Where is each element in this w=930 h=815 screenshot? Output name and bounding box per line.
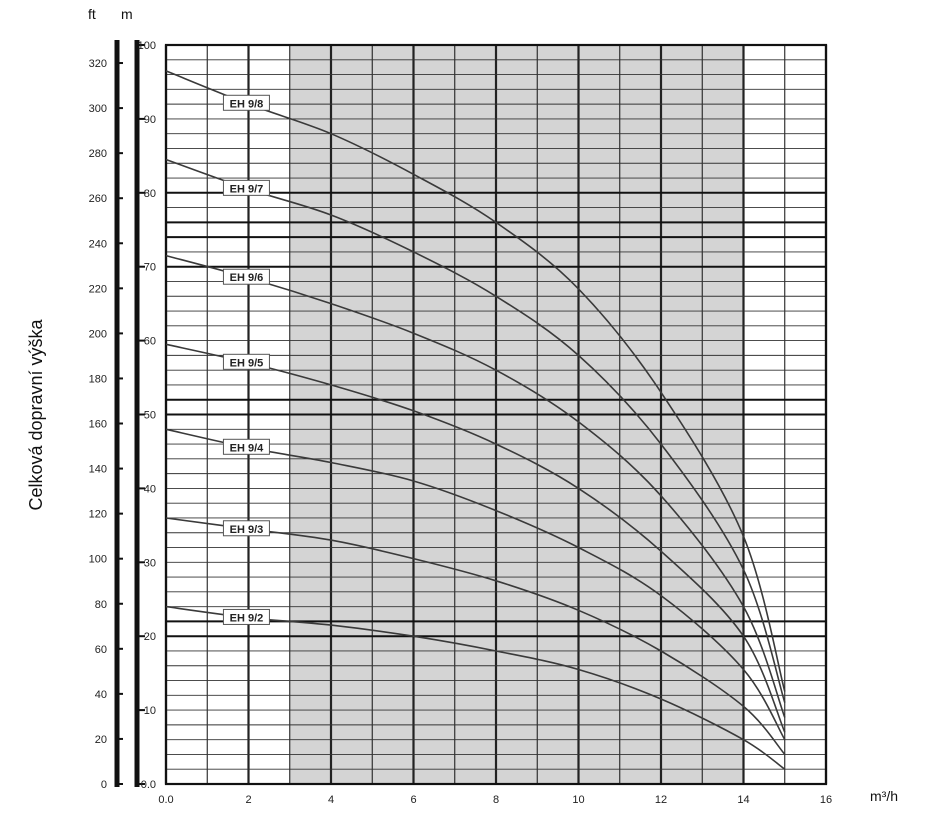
series-line-4 [165, 428, 786, 741]
curve-label-group-6: EH 9/2 [222, 608, 270, 625]
y-axis-title: Celková dopravní výška [26, 318, 46, 510]
ft-tick-label: 320 [89, 58, 107, 70]
ft-tick-label: 200 [89, 328, 107, 340]
m-tick-label: 100 [138, 40, 156, 52]
m-tick-label: 90 [144, 114, 156, 126]
x-tick-label: 14 [737, 794, 749, 806]
curve-label-group-2: EH 9/6 [222, 268, 270, 285]
ft-tick-label: 140 [89, 464, 107, 476]
m-tick-label: 40 [144, 483, 156, 495]
curve-label-group-5: EH 9/3 [222, 520, 270, 537]
curve-label-group-0: EH 9/8 [222, 94, 270, 111]
ft-unit-label: ft [88, 6, 96, 22]
m-tick-label: 0.0 [141, 779, 156, 791]
curve-labels: EH 9/8 EH 9/7 EH 9/6 EH 9/5 EH 9/4 EH 9/3 EH 9… [222, 94, 270, 625]
series-line-2 [165, 254, 786, 718]
ft-tick-label: 20 [95, 734, 107, 746]
x-tick-label: 12 [655, 794, 667, 806]
m-tick-label: 80 [144, 188, 156, 200]
curve-label-box [222, 438, 270, 455]
m-tick-label: 70 [144, 262, 156, 274]
ft-tick-label: 280 [89, 148, 107, 160]
m-unit-label: m [121, 6, 133, 22]
ft-tick-label: 180 [89, 373, 107, 385]
m-tick-label: 30 [144, 557, 156, 569]
chart-grid [164, 43, 828, 786]
ft-tick-label: 40 [95, 689, 107, 701]
curve-label-text: EH 9/3 [230, 524, 264, 536]
curve-label-text: EH 9/7 [230, 183, 264, 195]
m-tick-label: 10 [144, 705, 156, 717]
ft-tick-label: 120 [89, 509, 107, 521]
curve-label-text: EH 9/6 [230, 272, 264, 284]
chart-axes: 0204060801001201401601802002202402602803… [89, 40, 832, 806]
ft-tick-label: 60 [95, 644, 107, 656]
ft-tick-label: 80 [95, 599, 107, 611]
x-tick-label: 6 [410, 794, 416, 806]
ft-tick-label: 0 [101, 779, 107, 791]
x-tick-label: 2 [245, 794, 251, 806]
x-tick-label: 10 [572, 794, 584, 806]
curve-label-text: EH 9/2 [230, 612, 264, 624]
ft-tick-label: 220 [89, 283, 107, 295]
series-line-1 [165, 158, 786, 703]
series-line-6 [165, 605, 786, 770]
m-tick-label: 50 [144, 410, 156, 422]
curve-label-box [222, 179, 270, 196]
m-tick-label: 20 [144, 631, 156, 643]
curve-label-text: EH 9/5 [230, 357, 264, 369]
x-tick-label: 0.0 [158, 794, 173, 806]
chart-frame [164, 43, 828, 786]
series-line-3 [165, 343, 786, 733]
curve-label-box [222, 520, 270, 537]
pump-curves [165, 70, 786, 770]
curve-label-group-4: EH 9/4 [222, 438, 270, 455]
x-axis-unit-label: m³/h [870, 788, 898, 804]
x-tick-label: 4 [328, 794, 334, 806]
ft-tick-label: 240 [89, 238, 107, 250]
series-line-0 [165, 70, 786, 692]
ft-tick-label: 160 [89, 419, 107, 431]
curve-label-group-3: EH 9/5 [222, 353, 270, 370]
ft-tick-label: 300 [89, 103, 107, 115]
curve-label-box [222, 353, 270, 370]
series-line-5 [165, 517, 786, 755]
x-tick-label: 16 [820, 794, 832, 806]
ft-tick-label: 100 [89, 554, 107, 566]
m-tick-label: 60 [144, 336, 156, 348]
x-tick-label: 8 [493, 794, 499, 806]
curve-label-group-1: EH 9/7 [222, 179, 270, 196]
curve-label-text: EH 9/8 [230, 98, 264, 110]
curve-label-box [222, 608, 270, 625]
ft-tick-label: 260 [89, 193, 107, 205]
curve-label-box [222, 268, 270, 285]
curve-label-text: EH 9/4 [230, 442, 265, 454]
curve-label-box [222, 94, 270, 111]
